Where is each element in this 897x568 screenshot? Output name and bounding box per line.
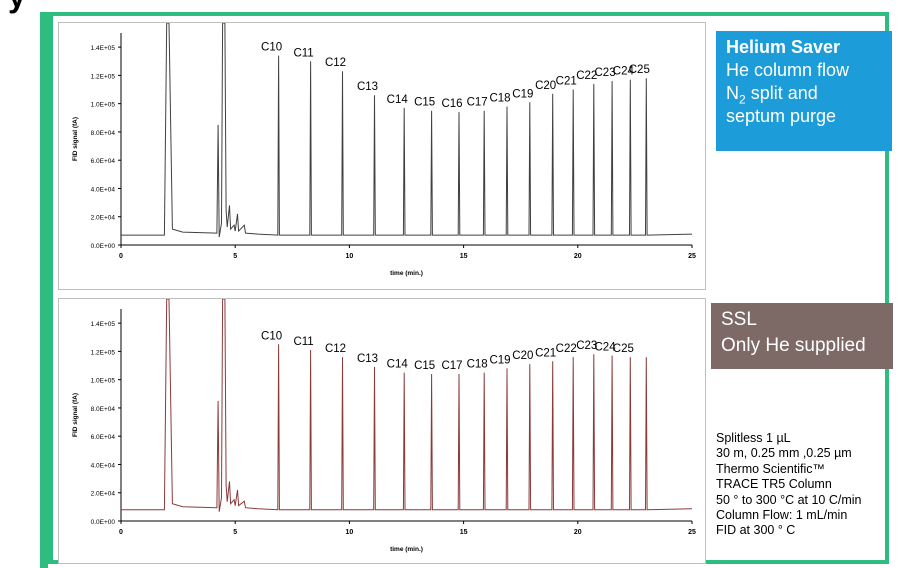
x-tick-label: 20 xyxy=(574,253,582,260)
signal-trace xyxy=(120,299,693,512)
helium-saver-line-3: N2 split and xyxy=(726,82,882,107)
peak-label: C18 xyxy=(467,359,488,371)
y-tick-label: 1.0E+05 xyxy=(91,378,116,385)
peak-label: C11 xyxy=(293,47,313,59)
y-tick-label: 0.0E+00 xyxy=(91,519,116,526)
x-tick-label: 10 xyxy=(346,253,354,260)
x-tick-label: 5 xyxy=(233,529,237,536)
peak-label: C21 xyxy=(535,347,556,359)
peak-label: C24 xyxy=(595,342,617,354)
helium-saver-n-symbol: N xyxy=(726,83,739,103)
gc-conditions: Splitless 1 µL 30 m, 0.25 mm ,0.25 µm Th… xyxy=(716,431,862,539)
x-tick-label: 0 xyxy=(119,529,123,536)
y-tick-label: 4.0E+04 xyxy=(91,462,116,469)
y-tick-label: 1.0E+05 xyxy=(91,102,116,109)
condition-line: Thermo Scientific™ xyxy=(716,461,826,476)
y-tick-label: 6.0E+04 xyxy=(91,158,116,165)
y-tick-label: 0.0E+00 xyxy=(91,243,116,250)
x-tick-label: 0 xyxy=(119,253,123,260)
y-tick-label: 2.0E+04 xyxy=(91,491,116,498)
helium-saver-n-subscript: 2 xyxy=(739,92,746,107)
peak-label: C19 xyxy=(512,88,533,100)
helium-saver-line-2: He column flow xyxy=(726,60,850,80)
peak-label: C22 xyxy=(576,70,597,82)
y-tick-label: 6.0E+04 xyxy=(91,434,116,441)
condition-line: Column Flow: 1 mL/min xyxy=(716,508,848,523)
peak-label: C23 xyxy=(576,340,597,352)
x-tick-label: 10 xyxy=(346,529,354,536)
x-tick-label: 25 xyxy=(688,529,696,536)
x-tick-label: 20 xyxy=(574,529,582,536)
peak-label: C14 xyxy=(387,94,409,106)
helium-saver-line-4: septum purge xyxy=(726,106,837,126)
chromatogram-chart-2: 0.0E+00 2.0E+04 4.0E+04 6.0E+04 8.0E+04 1.0E+… xyxy=(72,299,696,553)
peak-label: C20 xyxy=(535,80,556,92)
peak-label: C16 xyxy=(441,98,462,110)
peak-label: C22 xyxy=(556,343,577,355)
peak-label: C15 xyxy=(414,97,435,109)
peak-label: C20 xyxy=(512,350,533,362)
peak-label: C25 xyxy=(613,343,634,355)
y-tick-label: 8.0E+04 xyxy=(91,406,116,413)
condition-line: 50 ° to 300 °C at 10 C/min xyxy=(716,492,862,507)
peak-label: C19 xyxy=(489,354,510,366)
ssl-title: SSL xyxy=(721,309,757,330)
helium-saver-title: Helium Saver xyxy=(726,37,841,57)
peak-label: C14 xyxy=(387,359,409,371)
slide-title: y xyxy=(8,0,26,14)
x-tick-label: 25 xyxy=(688,253,696,260)
peak-label: C12 xyxy=(325,343,346,355)
y-tick-label: 1.4E+05 xyxy=(91,321,116,328)
ssl-line-2: Only He supplied xyxy=(721,335,866,356)
peak-label: C17 xyxy=(441,360,462,372)
peak-label: C21 xyxy=(556,76,577,88)
peak-label: C25 xyxy=(629,64,650,76)
y-tick-label: 8.0E+04 xyxy=(91,130,116,137)
condition-line: FID at 300 ° C xyxy=(716,523,796,538)
frame-left-bar xyxy=(40,12,48,568)
condition-line: TRACE TR5 Column xyxy=(716,477,832,492)
x-axis-label: time (min.) xyxy=(390,270,423,277)
y-tick-label: 1.4E+05 xyxy=(91,45,116,52)
peak-label: C13 xyxy=(357,353,378,365)
x-tick-label: 5 xyxy=(233,253,237,260)
peak-label: C13 xyxy=(357,81,378,93)
condition-line: Splitless 1 µL xyxy=(716,431,791,445)
peak-label: C11 xyxy=(293,336,313,348)
peak-label: C17 xyxy=(467,97,488,109)
peak-label: C15 xyxy=(414,360,435,372)
chromatogram-panel-helium-saver: 0.0E+00 2.0E+04 4.0E+04 6.0E+04 8.0E+04 1.0E+… xyxy=(58,22,706,290)
peak-label: C12 xyxy=(325,57,346,69)
peak-label: C10 xyxy=(261,330,282,342)
x-axis-label: time (min.) xyxy=(390,546,423,553)
x-tick-label: 15 xyxy=(460,529,468,536)
slide-title-strip: y xyxy=(0,0,897,14)
y-axis-label: FID signal (fA) xyxy=(72,393,79,437)
y-tick-label: 4.0E+04 xyxy=(91,186,116,193)
helium-saver-line-3-text: split and xyxy=(745,83,818,103)
peak-label: C18 xyxy=(489,92,510,104)
chromatogram-panel-ssl: 0.0E+00 2.0E+04 4.0E+04 6.0E+04 8.0E+04 1.0E+… xyxy=(58,298,706,564)
ssl-box: SSL Only He supplied xyxy=(711,303,893,369)
peak-label: C23 xyxy=(595,67,616,79)
y-tick-label: 1.2E+05 xyxy=(91,73,116,80)
helium-saver-box: Helium Saver He column flow N2 split and… xyxy=(716,31,892,151)
y-axis-label: FID signal (fA) xyxy=(72,117,79,161)
chromatogram-chart-1: 0.0E+00 2.0E+04 4.0E+04 6.0E+04 8.0E+04 1.0E+… xyxy=(72,23,696,277)
peak-label: C24 xyxy=(613,66,635,78)
y-tick-label: 1.2E+05 xyxy=(91,349,116,356)
condition-line: 30 m, 0.25 mm ,0.25 µm xyxy=(716,446,852,461)
y-tick-label: 2.0E+04 xyxy=(91,215,116,222)
signal-trace xyxy=(120,23,693,238)
peak-label: C10 xyxy=(261,42,282,54)
x-tick-label: 15 xyxy=(460,253,468,260)
